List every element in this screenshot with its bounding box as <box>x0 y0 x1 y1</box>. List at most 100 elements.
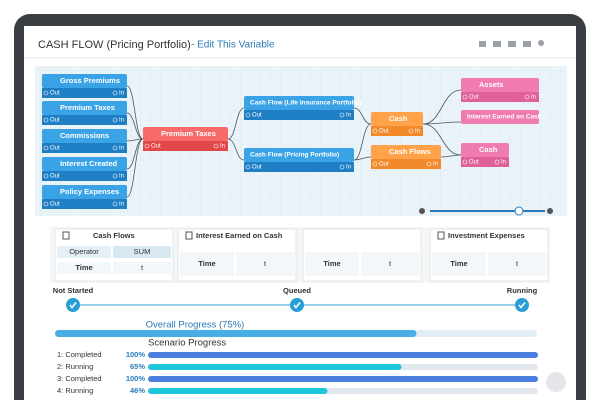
scenario-percent: 46% <box>130 386 145 395</box>
node-ports <box>42 88 127 98</box>
row-value-cell <box>361 252 419 276</box>
port-out: Out <box>151 144 161 150</box>
node-header <box>42 185 127 199</box>
row-value-cell <box>236 252 294 276</box>
row-key: Operator <box>69 247 99 256</box>
node-header <box>42 129 127 143</box>
port-in: In <box>119 146 124 152</box>
scenario-name: 3: Completed <box>57 374 102 383</box>
scenario-percent: 100% <box>126 374 146 383</box>
node-header <box>461 78 539 92</box>
step-check <box>293 302 301 309</box>
edge <box>422 89 462 125</box>
row-value: t <box>516 259 519 268</box>
edge <box>353 107 372 125</box>
node-header <box>143 127 228 141</box>
edge <box>422 123 462 156</box>
row-key-cell <box>305 252 359 276</box>
node[interactable]: Cash Flow (Pricing Portfolio) Out In <box>244 148 354 172</box>
port-icon <box>524 94 530 100</box>
port-icon <box>372 128 378 134</box>
scenario-title: Scenario Progress <box>148 338 226 349</box>
node-header <box>42 157 127 171</box>
row-value: t <box>141 263 144 272</box>
step-label: Queued <box>283 286 311 295</box>
port-icon <box>426 161 432 167</box>
port-in: In <box>433 162 438 168</box>
port-icon <box>43 173 49 179</box>
port-out: Out <box>50 174 60 180</box>
node-ports <box>42 199 127 209</box>
node-ports <box>461 157 509 167</box>
port-out: Out <box>379 162 389 168</box>
port-out: Out <box>469 160 479 166</box>
port-out: Out <box>50 146 60 152</box>
port-icon <box>43 201 49 207</box>
port-icon <box>43 145 49 151</box>
row-key-cell <box>180 252 234 276</box>
port-icon <box>112 117 118 123</box>
port-in: In <box>220 144 225 150</box>
progress: Overall Progress (75%)Scenario Progress1… <box>55 320 538 395</box>
port-icon <box>408 128 414 134</box>
port-in: In <box>346 113 351 119</box>
port-in: In <box>119 174 124 180</box>
scenario-name: 2: Running <box>57 362 93 371</box>
step-icon <box>66 298 80 312</box>
port-in: In <box>501 160 506 166</box>
node-ports <box>143 141 228 151</box>
panel-title: Cash Flows <box>93 231 135 240</box>
node-header <box>371 112 423 126</box>
step-icon <box>515 298 529 312</box>
node-label: Cash Flows <box>389 147 431 156</box>
node-header <box>244 96 354 110</box>
edit-link[interactable]: - Edit This Variable <box>191 40 275 51</box>
port-icon <box>372 161 378 167</box>
port-out: Out <box>50 91 60 97</box>
node-ports <box>42 143 127 153</box>
edge <box>440 154 462 158</box>
port-in: In <box>531 95 536 101</box>
node-header <box>461 110 539 124</box>
port-icon <box>112 201 118 207</box>
panels: Cash Flows Operator SUM Time t Interest Earne… <box>54 228 549 282</box>
edge <box>353 156 372 161</box>
port-icon <box>144 143 150 149</box>
edge <box>422 121 462 125</box>
edge <box>126 112 144 140</box>
zoom-slider[interactable] <box>419 206 553 216</box>
port-icon <box>43 90 49 96</box>
node-label: Cash <box>389 114 408 123</box>
scenario-bar <box>148 364 402 370</box>
port-out: Out <box>252 165 262 171</box>
port-icon <box>213 143 219 149</box>
row-key-cell <box>57 262 111 274</box>
edges <box>126 85 462 198</box>
node-label: Cash Flow (Pricing Portfolio) <box>250 152 339 159</box>
edge <box>126 85 144 140</box>
step-label: Running <box>507 286 538 295</box>
node[interactable]: Interest Earned on Cash <box>461 110 542 124</box>
scenario-name: 4: Running <box>57 386 93 395</box>
row-value: t <box>264 259 267 268</box>
node-header <box>42 101 127 115</box>
node-label: Interest Created <box>60 159 118 168</box>
overall-bar <box>55 330 417 337</box>
row-key-cell <box>432 252 486 276</box>
port-icon <box>462 159 468 165</box>
node-label: Cash <box>479 145 498 154</box>
edge <box>126 138 144 142</box>
node[interactable]: Cash Flow (Life Insurance Portfolio) Out I… <box>244 96 361 120</box>
row-value: t <box>389 259 392 268</box>
